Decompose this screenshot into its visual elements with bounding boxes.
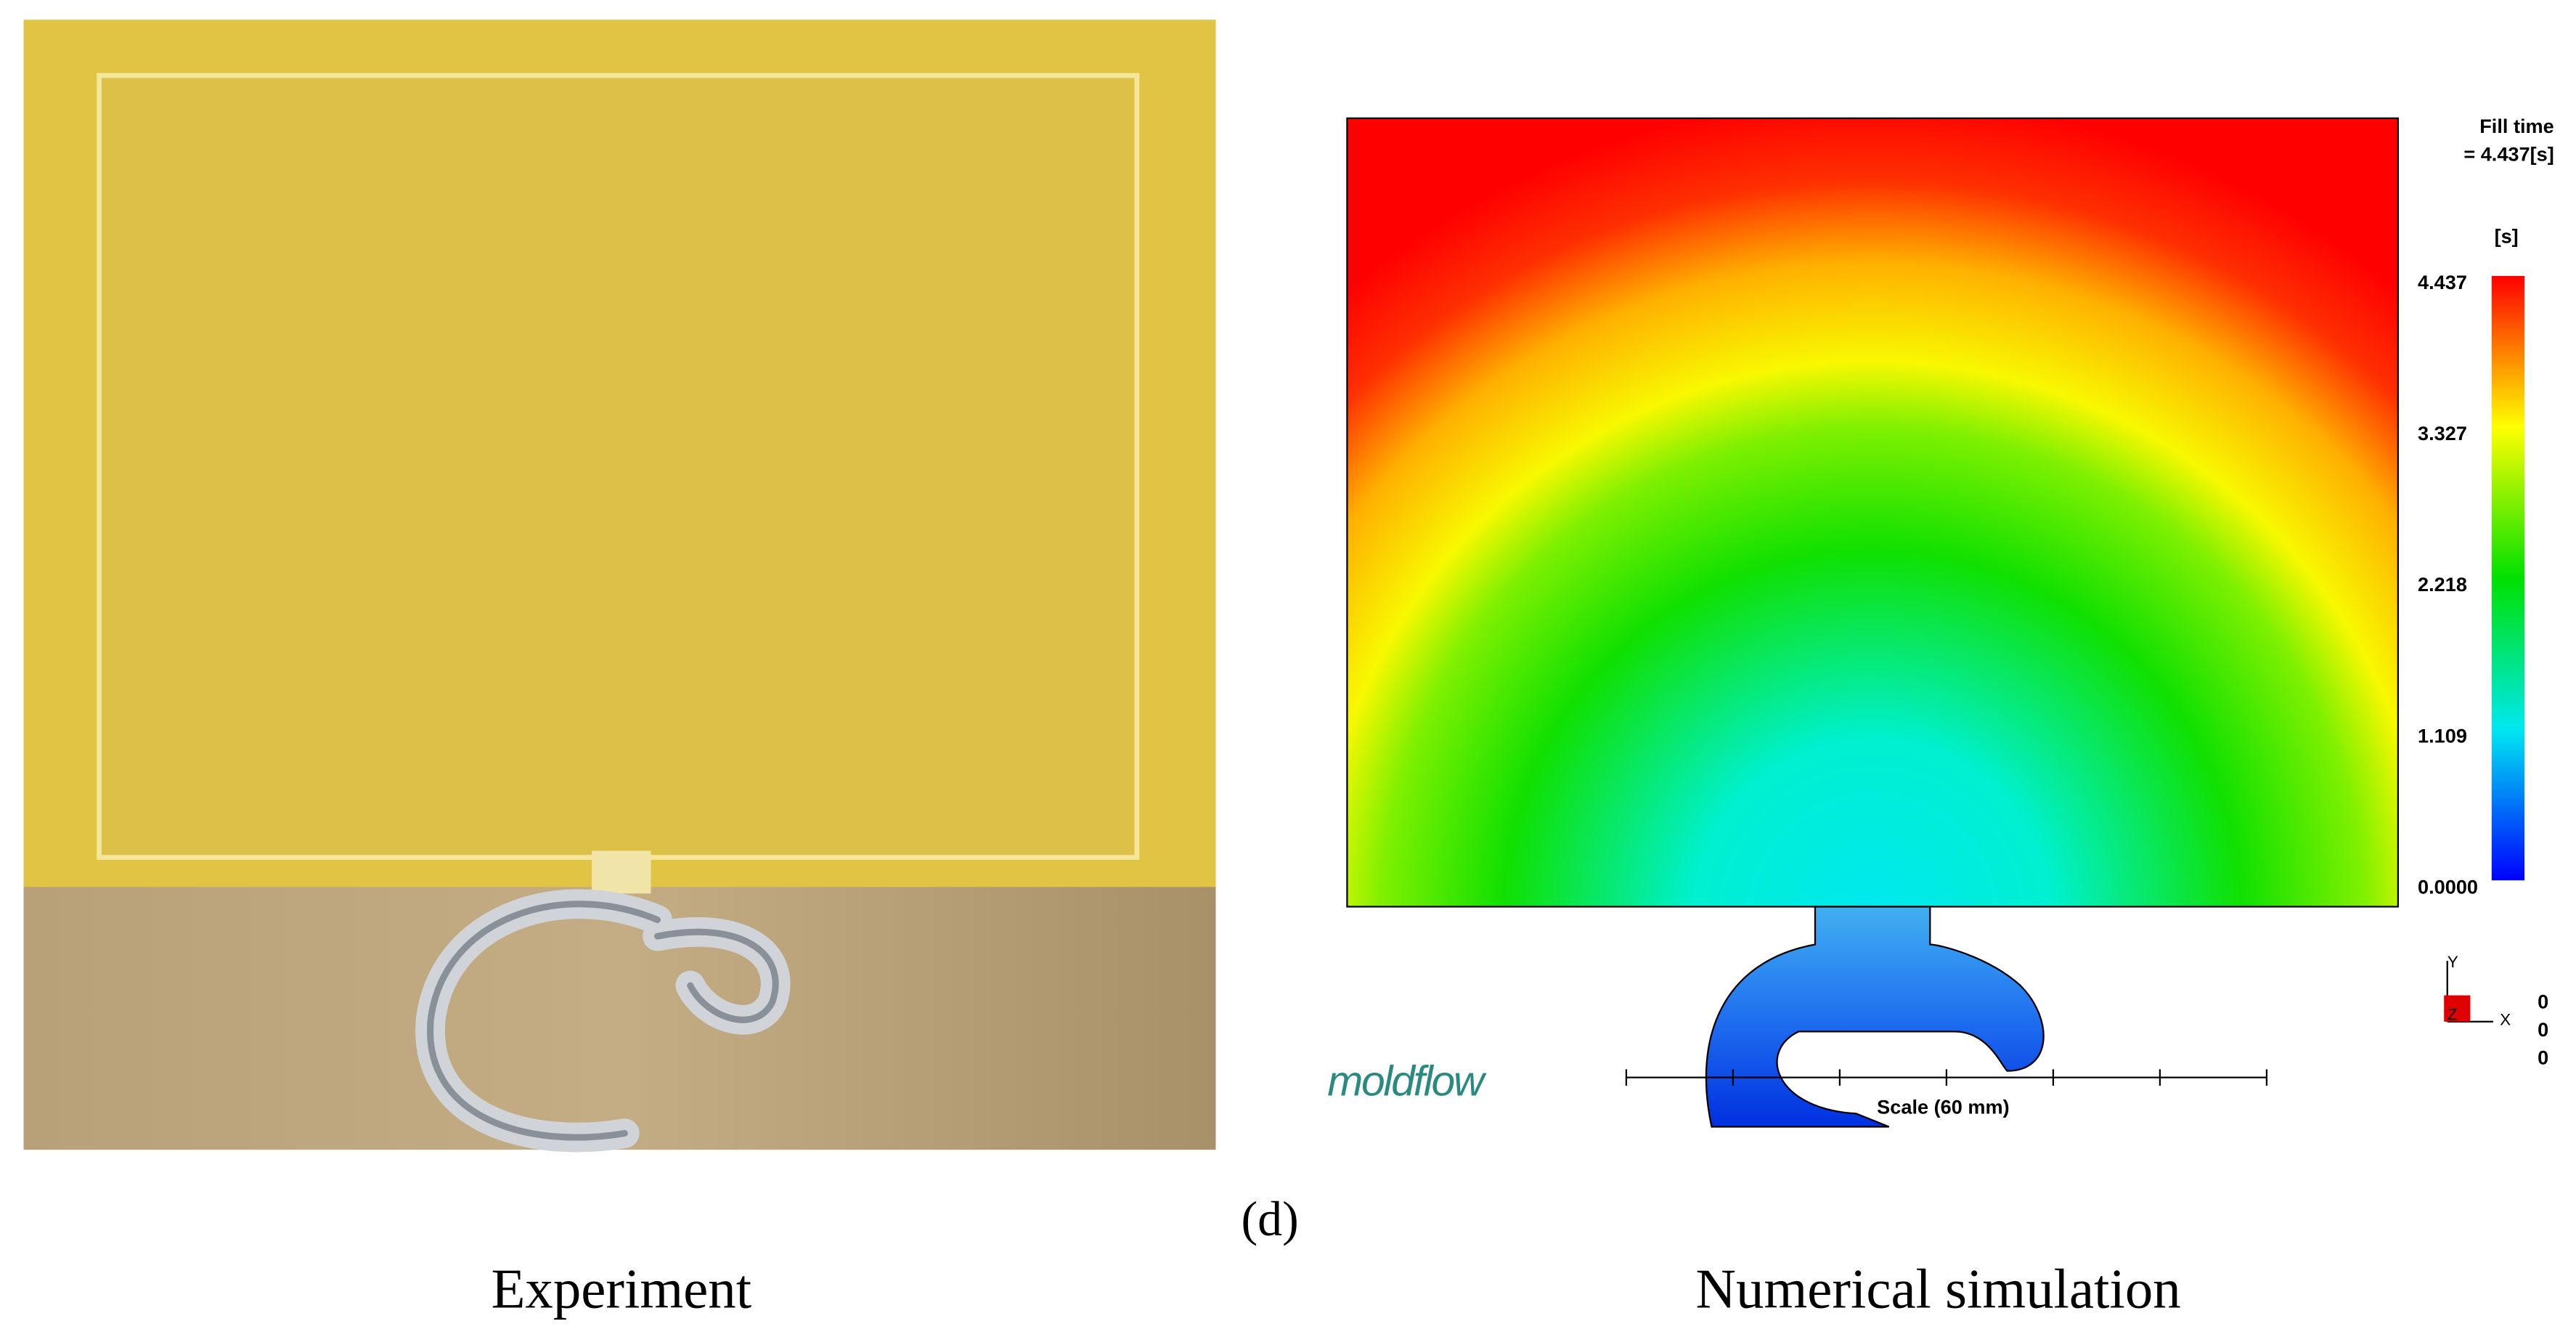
axis-z: Z <box>2447 1005 2458 1023</box>
legend-value: = 4.437[s] <box>2463 143 2553 166</box>
panel-label: (d) <box>1242 1192 1299 1246</box>
caption: Numerical simulation <box>1696 1257 2181 1320</box>
legend-tick-label: 3.327 <box>2418 422 2467 444</box>
logo: moldflow <box>1327 1058 1487 1105</box>
legend-tick-label: 0.0000 <box>2418 875 2478 898</box>
legend-tick-label: 4.437 <box>2418 271 2467 293</box>
axis-y: Y <box>2447 953 2458 971</box>
simulation-result: Fill time = 4.437[s] [s] 4.437 3.327 2.218… <box>1327 115 2554 1128</box>
axis-x: X <box>2500 1010 2511 1028</box>
experiment-photo <box>23 20 1216 1153</box>
color-bar <box>2491 275 2525 881</box>
axis-triad: Y Z X 0 0 0 <box>2444 953 2548 1069</box>
legend-title: Fill time <box>2479 115 2553 137</box>
axis-value: 0 <box>2538 991 2548 1013</box>
axis-value: 0 <box>2538 1018 2548 1041</box>
scale-bar <box>1625 1069 2268 1086</box>
scale-label: Scale (60 mm) <box>1877 1095 2009 1118</box>
legend-tick-label: 1.109 <box>2418 724 2467 747</box>
axis-value: 0 <box>2538 1047 2548 1069</box>
legend-unit: [s] <box>2495 225 2519 248</box>
caption: Experiment <box>491 1257 751 1320</box>
legend-tick-label: 2.218 <box>2418 573 2467 596</box>
